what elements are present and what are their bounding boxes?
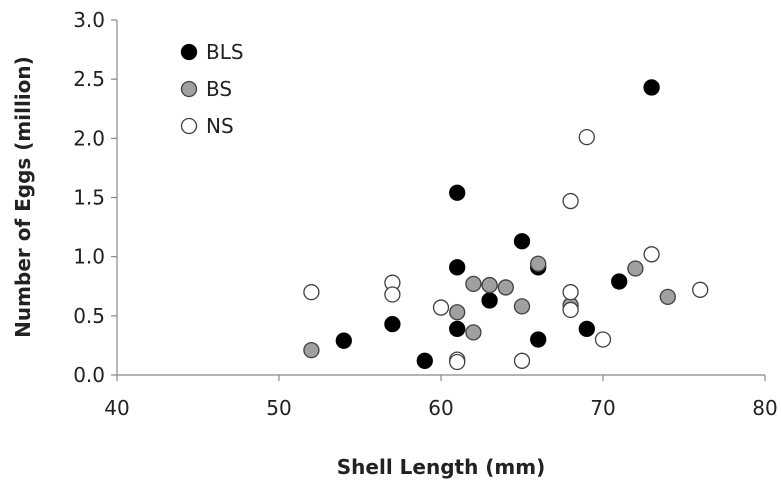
data-point-bs [497, 279, 514, 296]
y-tick-label: 1.0 [73, 245, 105, 269]
data-point-ns [562, 284, 579, 301]
data-point-bls [643, 79, 660, 96]
data-point-bls [335, 332, 352, 349]
data-point-ns [594, 331, 612, 348]
data-point-bs [627, 260, 644, 277]
legend-label-bls: BLS [206, 40, 244, 64]
x-tick-label: 80 [752, 396, 777, 420]
data-point-bs [659, 288, 676, 306]
x-tick-label: 70 [590, 396, 615, 420]
data-point-bs [513, 298, 531, 315]
ticks [111, 19, 766, 381]
data-point-bs [449, 304, 466, 321]
data-point-ns [432, 299, 450, 316]
legend-marker-bls [180, 43, 198, 61]
data-point-ns [513, 352, 531, 369]
data-point-ns [562, 192, 579, 210]
x-tick-label: 40 [104, 396, 129, 420]
data-point-bs [481, 276, 498, 294]
data-point-bls [530, 331, 547, 348]
data-point-bs [465, 275, 482, 293]
x-axis-title: Shell Length (mm) [337, 455, 545, 479]
data-point-bls [449, 259, 466, 276]
data-point-bs [465, 324, 482, 341]
data-point-bls [513, 233, 531, 250]
x-tick-label: 60 [428, 396, 453, 420]
data-point-bls [578, 320, 595, 338]
data-points [303, 79, 709, 371]
data-point-ns [578, 128, 595, 146]
data-point-ns [643, 246, 660, 263]
y-tick-label: 0.5 [73, 304, 105, 328]
legend-label-ns: NS [206, 114, 234, 138]
data-point-bls [384, 315, 401, 333]
data-point-bs [530, 255, 547, 272]
y-tick-label: 0.0 [73, 363, 105, 387]
data-point-bls [449, 320, 466, 338]
axes [116, 20, 765, 376]
legend-marker-bs [180, 80, 198, 98]
data-point-bls [611, 273, 628, 290]
y-axis-title: Number of Eggs (million) [11, 56, 35, 338]
data-point-bls [481, 292, 498, 309]
data-point-ns [449, 353, 466, 371]
legend: BLS BS NS [180, 40, 244, 138]
y-tick-label: 2.0 [73, 126, 105, 150]
y-tick-label: 3.0 [73, 8, 105, 32]
data-point-ns [303, 284, 320, 301]
x-tick-label: 50 [266, 396, 291, 420]
data-point-ns [384, 286, 401, 303]
data-point-ns [562, 301, 579, 319]
data-point-ns [692, 281, 709, 298]
legend-marker-ns [180, 117, 198, 135]
legend-label-bs: BS [206, 77, 232, 101]
data-point-bls [416, 352, 433, 369]
data-point-bls [449, 184, 466, 201]
data-point-bs [303, 341, 320, 359]
y-tick-label: 2.5 [73, 67, 105, 91]
tick-labels: 0.0 0.5 1.0 1.5 2.0 2.5 3.0 40 50 60 70 80 [73, 8, 778, 420]
y-tick-label: 1.5 [73, 186, 105, 210]
